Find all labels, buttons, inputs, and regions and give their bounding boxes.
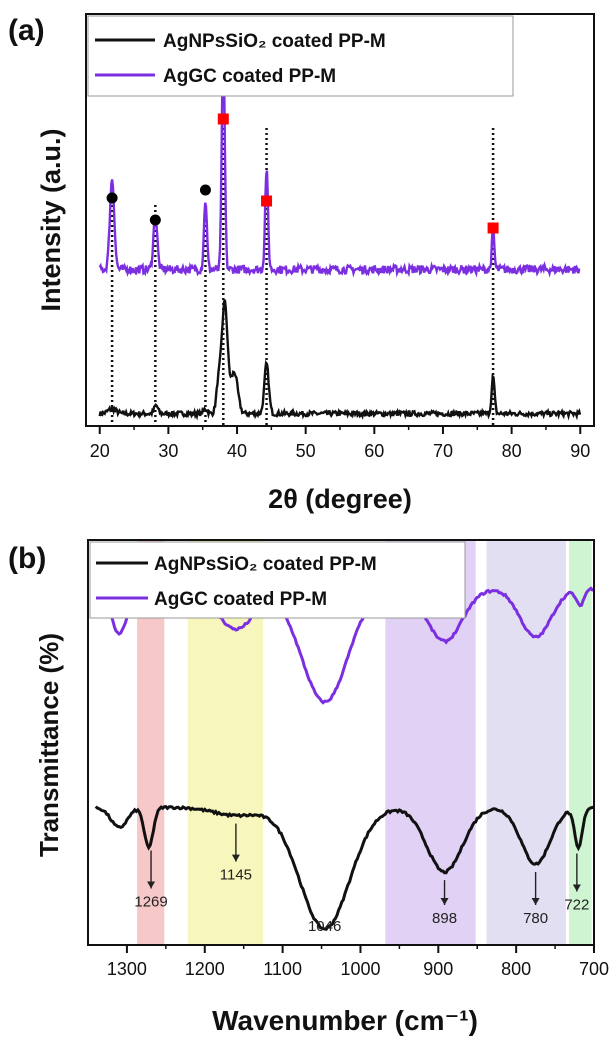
ftir-peak-arrowhead [440, 898, 449, 905]
ftir-x-tick-label: 800 [501, 959, 531, 979]
ftir-peak-label: 722 [564, 897, 589, 914]
panel-b-label: (b) [8, 542, 46, 575]
xrd-legend: AgNPsSiO₂ coated PP-M AgGC coated PP-M [87, 15, 514, 97]
ftir-x-axis-label: Wavenumber (cm⁻¹) [212, 1005, 478, 1036]
ftir-peak-arrowhead [231, 854, 240, 862]
xrd-x-tick-label: 40 [227, 441, 247, 461]
ftir-band-highlight [569, 540, 592, 945]
ftir-x-tick-label: 1000 [340, 959, 380, 979]
ftir-plot-frame [87, 539, 595, 946]
xrd-x-tick-label: 30 [158, 441, 178, 461]
xrd-x-tick-label: 90 [570, 441, 590, 461]
ftir-legend: AgNPsSiO₂ coated PP-M AgGC coated PP-M [89, 541, 466, 619]
xrd-x-axis: 20 30 40 50 60 70 80 90 [90, 426, 590, 461]
ftir-x-tick-label: 900 [423, 959, 453, 979]
xrd-peak-marker-square [261, 195, 273, 207]
ftir-peak-arrowhead [572, 884, 581, 892]
xrd-legend-box [87, 15, 514, 97]
ftir-band-highlight [486, 540, 566, 945]
xrd-x-tick-label: 60 [364, 441, 384, 461]
ftir-panel: (b) 1269 1145 1046 898 780 722 1300 1200 1100 10… [8, 539, 609, 1036]
ftir-x-tick-label: 1300 [107, 959, 147, 979]
xrd-x-tick-label: 50 [296, 441, 316, 461]
xrd-y-axis-label: Intensity (a.u.) [36, 128, 66, 311]
xrd-peak-marker-square [217, 113, 229, 125]
ftir-peak-label: 780 [523, 910, 548, 927]
ftir-x-tick-label: 1200 [185, 959, 225, 979]
xrd-peak-marker-circle [106, 192, 118, 204]
ftir-peak-arrowhead [147, 881, 156, 889]
panel-a-label: (a) [8, 14, 45, 47]
xrd-legend-label-purple: AgGC coated PP-M [163, 66, 336, 87]
xrd-peak-marker-square [487, 222, 499, 234]
ftir-x-tick-label: 700 [579, 959, 609, 979]
ftir-y-axis-label: Transmittance (%) [34, 633, 64, 857]
ftir-annotations: 1269 1145 1046 898 780 722 [134, 823, 589, 935]
xrd-legend-label-black: AgNPsSiO₂ coated PP-M [163, 31, 386, 52]
xrd-x-axis-label: 2θ (degree) [268, 484, 412, 514]
ftir-peak-arrowhead [531, 898, 540, 905]
xrd-x-tick-label: 80 [502, 441, 522, 461]
ftir-series-line-agnps-sio2 [94, 804, 595, 931]
ftir-x-tick-label: 1100 [263, 959, 302, 979]
ftir-peak-label: 1145 [220, 867, 252, 884]
ftir-x-axis: 1300 1200 1100 1000 900 800 700 [107, 945, 609, 979]
ftir-legend-label-black: AgNPsSiO₂ coated PP-M [154, 554, 377, 575]
xrd-x-tick-label: 20 [90, 441, 110, 461]
ftir-peak-label: 1046 [308, 918, 341, 935]
xrd-x-tick-label: 70 [433, 441, 453, 461]
xrd-series-line-aggc [98, 35, 581, 278]
xrd-series-line-agnps-sio2 [98, 299, 582, 421]
xrd-peak-marker-circle [149, 214, 161, 226]
ftir-legend-box [89, 541, 466, 619]
xrd-panel: (a) 20 30 40 50 60 70 80 90 AgNPsSiO₂ coated PP… [8, 13, 595, 514]
ftir-peak-label: 898 [432, 910, 457, 927]
ftir-legend-label-purple: AgGC coated PP-M [154, 589, 327, 610]
xrd-peak-marker-circle [199, 184, 211, 196]
xrd-plot-area [98, 35, 582, 426]
ftir-peak-label: 1269 [134, 894, 167, 911]
